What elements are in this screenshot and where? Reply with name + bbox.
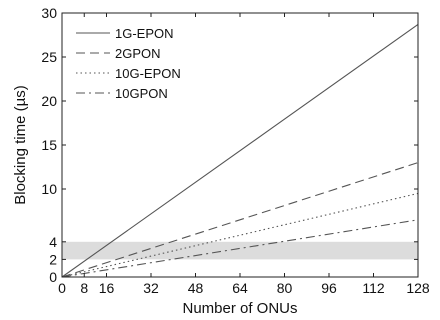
x-tick-label: 48	[188, 280, 204, 296]
y-tick-label: 4	[49, 234, 57, 250]
legend-label-2gpon: 2GPON	[115, 46, 161, 61]
x-tick-label: 32	[143, 280, 159, 296]
x-tick-label: 16	[99, 280, 115, 296]
x-tick-label: 8	[80, 280, 88, 296]
y-axis-label: Blocking time (µs)	[12, 85, 29, 205]
legend-label-10gpon: 10GPON	[115, 86, 168, 101]
legend-label-10g-epon: 10G-EPON	[115, 66, 181, 81]
x-tick-label: 128	[406, 280, 430, 296]
y-tick-label: 30	[41, 5, 57, 21]
y-tick-label: 10	[41, 181, 57, 197]
series-line-1g-epon	[61, 23, 419, 278]
x-tick-label: 112	[362, 280, 385, 296]
series-line-10gpon	[61, 219, 419, 278]
y-tick-label: 15	[41, 137, 57, 153]
legend-label-1g-epon: 1G-EPON	[115, 26, 174, 41]
x-tick-label: 96	[321, 280, 337, 296]
x-tick-label: 0	[58, 280, 66, 296]
y-tick-label: 20	[41, 93, 57, 109]
series-line-2gpon	[61, 162, 419, 278]
series-line-10g-epon	[61, 192, 419, 278]
x-tick-label: 80	[277, 280, 293, 296]
x-axis-label: Number of ONUs	[182, 300, 297, 317]
x-tick-label: 64	[232, 280, 248, 296]
y-tick-label: 0	[49, 269, 57, 285]
shaded-band	[62, 241, 418, 260]
y-tick-label: 2	[49, 251, 57, 267]
y-tick-label: 25	[41, 49, 57, 65]
